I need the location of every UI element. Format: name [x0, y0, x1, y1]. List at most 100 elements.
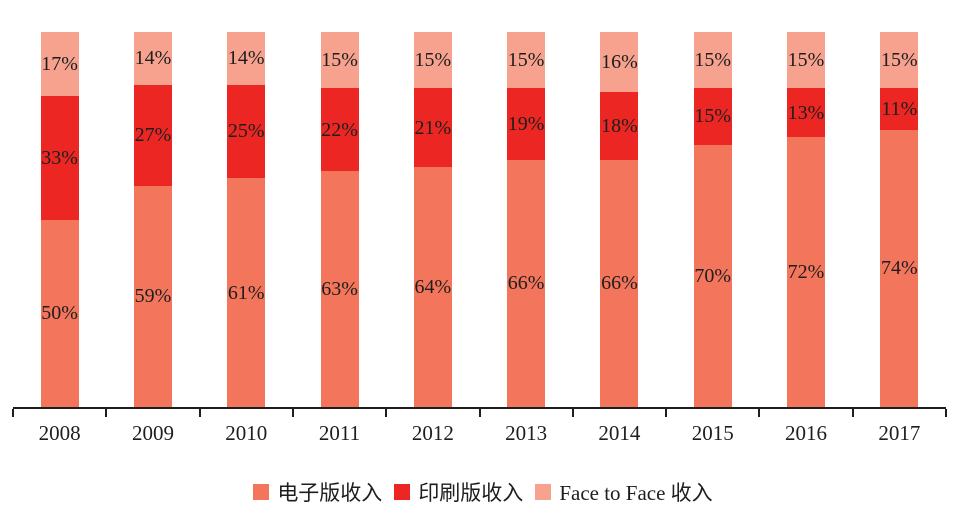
bar-segment: 18%: [600, 92, 639, 160]
bar-segment-value-label: 66%: [601, 272, 638, 295]
bar-segment-value-label: 14%: [134, 47, 172, 70]
stacked-bar-2014: 66% 18% 16%: [600, 32, 639, 407]
x-axis-tick: [291, 409, 294, 417]
x-axis-label-2014: 2014: [598, 421, 641, 445]
bar-segment: 33%: [40, 95, 79, 220]
bar-segment-value-label: 59%: [134, 285, 172, 308]
bar-column-2012: 64% 21% 15%: [386, 32, 479, 407]
bar-segment: 74%: [880, 129, 919, 407]
x-axis-label-2017: 2017: [878, 421, 921, 445]
bar-segment-value-label: 15%: [880, 49, 918, 72]
x-axis-label-2012: 2012: [411, 421, 454, 445]
bar-segment-value-label: 16%: [601, 51, 638, 73]
x-axis-tick: [12, 409, 14, 417]
bar-segment: 15%: [413, 32, 452, 89]
bar-segment: 61%: [227, 178, 266, 407]
bar-column-2009: 59% 27% 14%: [106, 32, 199, 407]
bar-segment-value-label: 22%: [321, 118, 358, 141]
bar-segment: 15%: [693, 32, 732, 89]
x-axis-label-2010: 2010: [225, 421, 268, 445]
bar-segment: 16%: [600, 32, 639, 92]
bar-segment-value-label: 18%: [601, 114, 638, 137]
x-axis-labels: 2008 2009 2010 2011 2012 2013 2014 2015 2016 2017: [13, 421, 946, 446]
legend-label: 印刷版收入: [418, 481, 524, 505]
bar-segment: 50%: [40, 219, 79, 407]
bar-segment-value-label: 17%: [41, 52, 78, 75]
bar-segment: 15%: [507, 32, 546, 89]
bar-segment: 66%: [507, 159, 546, 407]
bar-segment-value-label: 64%: [414, 276, 452, 298]
stacked-bar-2013: 66% 19% 15%: [507, 32, 546, 407]
x-axis-tick: [198, 409, 201, 417]
bar-column-2016: 72% 13% 15%: [759, 32, 852, 407]
plot-area: 50% 33% 17% 59% 27% 14% 61% 25% 14% 63% 22% 15% 64% 2…: [13, 32, 946, 407]
bar-segment-value-label: 21%: [414, 116, 452, 139]
bar-segment-value-label: 14%: [227, 47, 265, 70]
stacked-bar-2010: 61% 25% 14%: [227, 32, 266, 407]
bar-segment-value-label: 72%: [787, 261, 825, 283]
bar-column-2011: 63% 22% 15%: [293, 32, 386, 407]
legend-item: 电子版收入: [253, 477, 382, 507]
bar-segment: 21%: [413, 88, 452, 167]
bar-segment: 72%: [787, 137, 826, 407]
bar-segment: 66%: [600, 159, 639, 407]
x-axis-tick: [105, 409, 108, 417]
bar-segment: 59%: [133, 185, 172, 407]
bar-segment: 22%: [320, 88, 359, 171]
bar-segment-value-label: 15%: [321, 49, 358, 72]
x-axis-tick: [665, 409, 668, 417]
bar-segment-value-label: 19%: [507, 112, 545, 135]
legend-item: 印刷版收入: [394, 477, 523, 507]
bar-segment-value-label: 11%: [881, 97, 918, 120]
legend-swatch-icon: [535, 484, 552, 500]
bar-segment-value-label: 15%: [507, 49, 545, 72]
bar-column-2013: 66% 19% 15%: [479, 32, 572, 407]
bar-segment: 25%: [227, 84, 266, 179]
bar-segment: 11%: [880, 88, 919, 130]
x-axis-label-2013: 2013: [505, 421, 548, 445]
legend-swatch-icon: [253, 484, 270, 500]
legend-label: Face to Face 收入: [559, 481, 713, 505]
bar-column-2008: 50% 33% 17%: [13, 32, 106, 407]
stacked-bar-2015: 70% 15% 15%: [693, 32, 732, 407]
x-axis-label-2008: 2008: [38, 421, 81, 445]
x-axis-tick: [478, 409, 481, 417]
x-axis-line: [12, 407, 947, 417]
stacked-bar-2009: 59% 27% 14%: [133, 32, 172, 407]
bar-segment-value-label: 50%: [41, 302, 78, 325]
bar-segment-value-label: 61%: [227, 281, 265, 304]
x-axis-tick: [945, 409, 947, 417]
bar-segment-value-label: 27%: [134, 124, 172, 147]
bar-segment: 70%: [693, 144, 732, 407]
legend-swatch-icon: [394, 484, 411, 500]
stacked-bar-2008: 50% 33% 17%: [40, 32, 79, 407]
x-axis-tick: [571, 409, 574, 417]
bar-segment: 15%: [880, 32, 919, 89]
bar-segment-value-label: 74%: [880, 257, 918, 280]
stacked-bar-2016: 72% 13% 15%: [787, 32, 826, 407]
bar-segment: 19%: [507, 88, 546, 160]
bar-segment: 63%: [320, 170, 359, 407]
bar-segment-value-label: 15%: [694, 49, 732, 72]
bar-column-2014: 66% 18% 16%: [573, 32, 666, 407]
bar-segment-value-label: 63%: [321, 277, 358, 300]
legend: 电子版收入 印刷版收入 Face to Face 收入: [0, 477, 966, 507]
stacked-bar-2011: 63% 22% 15%: [320, 32, 359, 407]
bar-segment-value-label: 15%: [787, 49, 825, 72]
stacked-bar-2012: 64% 21% 15%: [413, 32, 452, 407]
bar-segment-value-label: 66%: [507, 272, 545, 295]
bar-segment-value-label: 33%: [41, 146, 78, 169]
bar-segment: 14%: [133, 32, 172, 85]
bar-segment: 13%: [787, 88, 826, 137]
x-axis-tick: [758, 409, 761, 417]
bar-segment: 64%: [413, 167, 452, 407]
bar-segment-value-label: 15%: [414, 49, 452, 72]
x-axis-label-2016: 2016: [785, 421, 828, 445]
bar-segment: 15%: [320, 32, 359, 89]
bar-segment: 27%: [133, 84, 172, 186]
bar-segment: 15%: [693, 88, 732, 145]
bar-segment-value-label: 15%: [694, 105, 732, 128]
bar-segment-value-label: 13%: [787, 101, 825, 124]
x-axis-tick: [385, 409, 388, 417]
